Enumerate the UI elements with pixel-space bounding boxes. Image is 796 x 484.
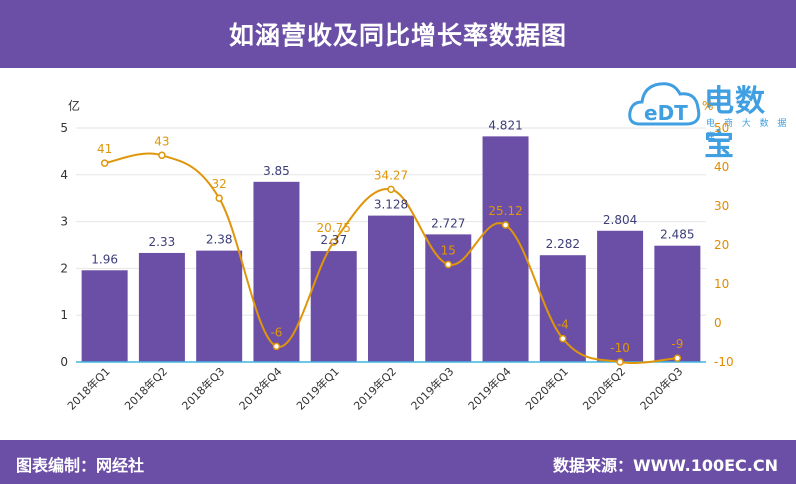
logo-title: 电数宝 (704, 84, 766, 163)
chart-title-bar: 如涵营收及同比增长率数据图 (0, 0, 796, 68)
y-left-tick-label: 5 (60, 121, 68, 135)
line-point (329, 238, 338, 246)
x-tick-label: 2018年Q1 (64, 364, 113, 413)
y-right-tick-label: 40 (714, 160, 729, 174)
page-title: 如涵营收及同比增长率数据图 (228, 21, 567, 50)
line-point (501, 221, 510, 229)
bar (368, 215, 414, 362)
line-value-label: 20.75 (317, 221, 351, 235)
line-value-label: 43 (154, 134, 169, 148)
bar (597, 230, 644, 362)
bar-value-label: 4.821 (488, 118, 522, 132)
x-tick-label: 2019年Q3 (408, 364, 457, 413)
bar (425, 234, 472, 362)
line-value-label: 41 (97, 142, 112, 156)
line-point (100, 159, 109, 167)
y-left-tick-label: 2 (60, 261, 68, 275)
x-tick-label: 2018年Q3 (179, 364, 228, 413)
footer-data-source: 数据来源：WWW.100EC.CN (552, 456, 778, 475)
bar-value-label: 2.37 (320, 233, 347, 247)
y-right-tick-label: -10 (714, 355, 734, 369)
line-value-label: -4 (557, 318, 569, 332)
line-point (616, 358, 624, 366)
line-point (272, 342, 281, 351)
bar-value-label: 2.33 (149, 235, 176, 249)
bar-value-label: 2.282 (546, 237, 580, 251)
line-point (444, 260, 453, 269)
line-value-label: -6 (270, 325, 282, 339)
line-point (673, 354, 682, 362)
bar (310, 251, 357, 362)
footer-bar: 图表编制：网经社 数据来源：WWW.100EC.CN (0, 440, 796, 484)
bar (482, 136, 529, 362)
bar (138, 252, 185, 362)
bar-series (81, 136, 701, 362)
x-tick-label: 2018年Q4 (236, 364, 285, 413)
line-point (158, 151, 166, 160)
y-right-tick-label: 0 (714, 316, 722, 330)
x-tick-label: 2019年Q1 (293, 364, 342, 413)
bar-value-label: 3.85 (263, 164, 290, 178)
y-right-tick-label: 30 (714, 199, 729, 213)
bar-value-label: 2.804 (603, 213, 637, 227)
line-value-label: -10 (610, 341, 630, 355)
y-left-tick-label: 1 (60, 308, 68, 322)
line-series (100, 151, 682, 366)
line-point (559, 334, 567, 343)
y-left-tick-label: 0 (60, 355, 68, 369)
bar (196, 250, 243, 362)
x-tick-label: 2020年Q3 (637, 364, 686, 413)
y-left-tick-label: 3 (60, 215, 68, 229)
y-left-unit: 亿 (68, 98, 80, 113)
bar (654, 245, 701, 362)
line-value-label: 25.12 (488, 204, 522, 218)
bar-value-label: 1.96 (91, 252, 118, 266)
bar (81, 270, 128, 362)
logo-subtitle: 电 商 大 数 据 库 (706, 119, 790, 142)
bar-value-label: 2.38 (206, 233, 233, 247)
bar-value-label: 2.485 (660, 228, 694, 242)
line-value-label: -9 (671, 337, 683, 351)
bar-value-label: 2.727 (431, 216, 465, 230)
logo-badge: eDT (644, 101, 688, 125)
line-value-label: 34.27 (374, 168, 408, 182)
x-tick-label: 2020年Q1 (522, 364, 571, 413)
y-left-tick-label: 4 (60, 168, 68, 182)
y-right-tick-label: 10 (714, 277, 729, 291)
edt-logo: eDT 电数宝 电 商 大 数 据 库 (626, 72, 796, 163)
footer-source-editor: 图表编制：网经社 (16, 456, 145, 475)
y-right-unit: % (702, 99, 713, 113)
x-tick-label: 2020年Q2 (580, 364, 629, 413)
bar (253, 181, 300, 362)
data-labels: 1.96 2.33 2.38 3.85 2.37 3.128 2.727 4.821 2.282… (91, 118, 694, 355)
line-value-label: 32 (212, 177, 227, 191)
bar-value-label: 3.128 (374, 198, 408, 212)
x-tick-label: 2019年Q4 (465, 364, 514, 413)
cloud-icon: eDT (628, 82, 701, 126)
line-point (387, 185, 395, 194)
x-tick-label: 2019年Q2 (351, 364, 400, 413)
y-right-tick-label: 50 (714, 121, 729, 135)
x-tick-label: 2018年Q2 (121, 364, 170, 413)
line-value-label: 15 (441, 244, 456, 258)
y-right-tick-label: 20 (714, 238, 729, 252)
line-point (215, 194, 223, 202)
